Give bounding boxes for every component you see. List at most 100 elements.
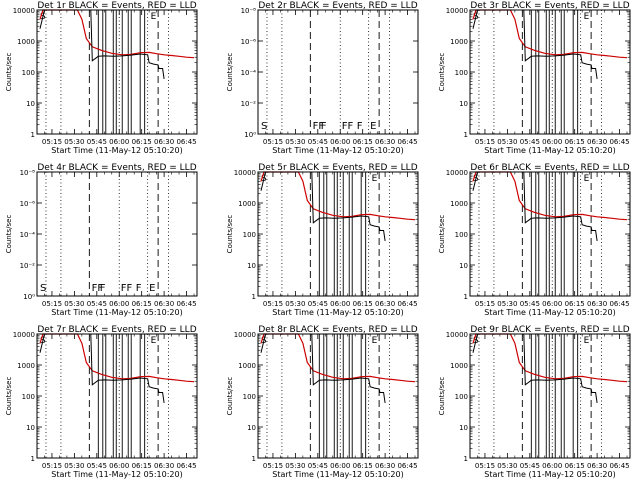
x-tick-label: 05:45	[520, 138, 540, 146]
x-tick-label: 06:45	[609, 300, 629, 308]
y-axis-label: Counts/sec	[438, 215, 446, 254]
x-axis-label: Start Time (11-May-12 05:10:20)	[51, 308, 182, 317]
y-axis-label: Counts/sec	[438, 377, 446, 416]
lld-rate-line	[260, 333, 416, 383]
panel-title: Det 9r BLACK = Events, RED = LLD	[470, 325, 629, 335]
x-tick-label: 06:00	[109, 300, 129, 308]
x-tick-label: 06:45	[609, 138, 629, 146]
y-tick-label: 1	[252, 293, 256, 301]
x-tick-label: 05:45	[87, 300, 107, 308]
y-tick-label: 10000	[446, 169, 468, 177]
marker-letter: E	[372, 174, 378, 184]
plot-frame	[257, 171, 419, 297]
panel-title: Det 5r BLACK = Events, RED = LLD	[258, 163, 417, 173]
y-tick-label: 1000	[450, 200, 468, 208]
y-tick-label: 10⁰	[244, 131, 256, 139]
y-axis-label: Counts/sec	[226, 377, 234, 416]
events-rate-line	[472, 171, 598, 241]
segment-letter: FF	[313, 121, 325, 132]
y-tick-label: 10000	[234, 331, 256, 339]
y-tick-label: 10	[26, 100, 35, 108]
x-tick-label: 05:30	[64, 300, 84, 308]
y-axis-label: Counts/sec	[5, 215, 13, 254]
y-tick-label: 10⁻⁶	[20, 200, 36, 208]
x-tick-label: 06:15	[565, 462, 585, 470]
x-tick-label: 06:45	[176, 462, 196, 470]
y-tick-label: 10⁻⁶	[241, 38, 257, 46]
y-tick-label: 1000	[450, 362, 468, 370]
x-tick-label: 05:30	[497, 138, 517, 146]
events-rate-line	[260, 171, 386, 241]
x-tick-label: 05:30	[64, 462, 84, 470]
segment-letter: F	[321, 121, 327, 132]
plot-frame	[36, 9, 198, 135]
y-tick-label: 1	[31, 455, 35, 463]
x-tick-label: 06:30	[587, 462, 607, 470]
x-tick-label: 05:30	[497, 300, 517, 308]
x-tick-label: 05:15	[263, 300, 283, 308]
y-tick-label: 1	[31, 131, 35, 139]
x-tick-label: 05:15	[475, 462, 495, 470]
x-tick-label: 06:30	[154, 300, 174, 308]
x-tick-label: 06:30	[154, 462, 174, 470]
x-tick-label: 05:15	[42, 138, 62, 146]
x-tick-label: 06:15	[132, 300, 152, 308]
x-axis-label: Start Time (11-May-12 05:10:20)	[272, 308, 403, 317]
y-tick-label: 10	[247, 262, 256, 270]
y-axis-label: Counts/sec	[226, 215, 234, 254]
y-tick-label: 1	[252, 455, 256, 463]
x-tick-label: 06:00	[542, 300, 562, 308]
x-tick-label: 06:30	[587, 300, 607, 308]
lld-rate-line	[472, 9, 628, 59]
x-tick-label: 06:30	[375, 300, 395, 308]
x-tick-label: 06:45	[609, 462, 629, 470]
x-tick-label: 05:45	[308, 300, 328, 308]
y-tick-label: 100	[455, 393, 468, 401]
panel-6: Det 6r BLACK = Events, RED = LLD Counts/s…	[438, 163, 631, 317]
x-tick-label: 06:45	[176, 300, 196, 308]
y-tick-label: 10000	[13, 331, 35, 339]
panel-7: Det 7r BLACK = Events, RED = LLD Counts/s…	[5, 325, 198, 479]
events-rate-line	[39, 9, 165, 79]
x-tick-label: 06:00	[330, 300, 350, 308]
segment-letter: S	[40, 283, 46, 294]
y-tick-label: 10	[247, 424, 256, 432]
y-tick-label: 10⁻²	[20, 262, 36, 270]
y-tick-label: 1	[464, 293, 468, 301]
y-tick-label: 10⁻⁴	[241, 69, 257, 77]
y-axis-label: Counts/sec	[5, 377, 13, 416]
x-axis-label: Start Time (11-May-12 05:10:20)	[484, 308, 615, 317]
x-tick-label: 05:45	[520, 462, 540, 470]
x-axis-label: Start Time (11-May-12 05:10:20)	[51, 470, 182, 479]
x-tick-label: 05:15	[42, 462, 62, 470]
panel-2: Det 2r BLACK = Events, RED = LLD Counts/s…	[226, 1, 419, 155]
x-tick-label: 05:30	[64, 138, 84, 146]
x-tick-label: 06:15	[132, 462, 152, 470]
y-tick-label: 1	[464, 455, 468, 463]
panel-title: Det 3r BLACK = Events, RED = LLD	[470, 1, 629, 11]
y-tick-label: 10⁻⁸	[241, 7, 257, 15]
lld-rate-line	[472, 333, 628, 383]
events-rate-line	[472, 333, 598, 403]
panel-title: Det 4r BLACK = Events, RED = LLD	[37, 163, 196, 173]
y-tick-label: 1000	[450, 38, 468, 46]
y-tick-label: 100	[22, 69, 35, 77]
x-tick-label: 06:15	[353, 300, 373, 308]
plot-frame	[36, 171, 198, 297]
marker-letter: E	[584, 174, 590, 184]
x-axis-label: Start Time (11-May-12 05:10:20)	[51, 146, 182, 155]
panel-title: Det 8r BLACK = Events, RED = LLD	[258, 325, 417, 335]
plot-frame	[469, 333, 631, 459]
marker-letter: E	[151, 336, 157, 346]
panel-title: Det 1r BLACK = Events, RED = LLD	[37, 1, 196, 11]
x-tick-label: 06:45	[397, 138, 417, 146]
x-tick-label: 06:45	[397, 462, 417, 470]
marker-letter: E	[372, 336, 378, 346]
y-tick-label: 10	[459, 262, 468, 270]
x-tick-label: 06:30	[154, 138, 174, 146]
lld-rate-line	[39, 333, 195, 383]
x-tick-label: 06:15	[353, 462, 373, 470]
y-axis-label: Counts/sec	[438, 53, 446, 92]
y-tick-label: 10000	[234, 169, 256, 177]
